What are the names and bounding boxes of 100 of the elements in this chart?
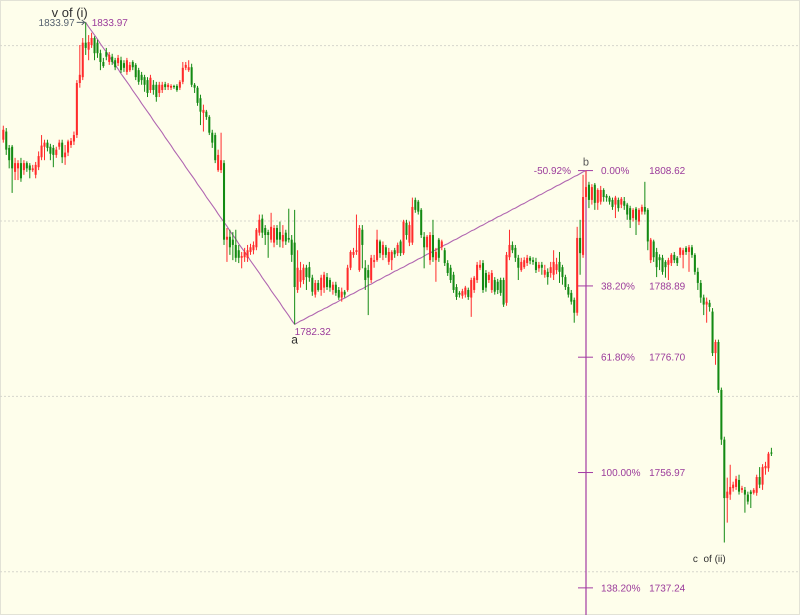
candlestick: [20, 157, 22, 182]
candlestick: [16, 160, 20, 181]
candlestick: [282, 224, 284, 248]
candlestick: [84, 22, 87, 56]
candlestick: [738, 474, 740, 496]
candlestick: [276, 224, 278, 246]
candlestick: [756, 474, 758, 496]
candlestick: [538, 261, 540, 272]
candlestick: [596, 188, 599, 210]
candlestick: [758, 466, 761, 489]
candlestick: [334, 281, 337, 296]
annotation: 0.00%: [600, 166, 630, 178]
candlestick: [317, 280, 320, 292]
candlestick: [234, 229, 237, 262]
candlestick: [673, 251, 676, 264]
candlestick: [146, 76, 149, 98]
candlestick: [494, 276, 496, 296]
candlestick: [267, 229, 270, 258]
y-tick-label: 1808.62: [649, 166, 686, 178]
candlestick: [382, 240, 384, 261]
annotation: b: [582, 156, 590, 168]
candlestick: [390, 250, 393, 271]
candlestick: [61, 139, 64, 164]
annotation: 38.20%: [600, 281, 636, 292]
candlestick: [340, 287, 343, 302]
candlestick: [414, 197, 416, 214]
candlestick: [302, 264, 305, 285]
candlestick: [384, 244, 387, 258]
annotation: v of (i): [52, 4, 88, 20]
candlestick: [405, 219, 408, 240]
candlestick: [400, 239, 402, 257]
candlestick: [676, 256, 678, 266]
candlestick: [629, 205, 632, 228]
candlestick: [440, 239, 443, 251]
candlestick: [240, 251, 243, 269]
candlestick: [767, 451, 770, 472]
candlestick: [661, 254, 664, 276]
candlestick: [117, 54, 120, 67]
candlestick: [614, 195, 616, 219]
candlestick: [300, 261, 302, 288]
candlestick: [714, 339, 717, 366]
candlestick: [152, 80, 154, 96]
y-tick-label: 1756.97: [649, 468, 686, 480]
candlestick: [396, 242, 399, 257]
candlestick: [617, 197, 620, 212]
candlestick: [526, 254, 528, 266]
candlestick: [470, 277, 472, 318]
candlestick: [434, 247, 437, 282]
annotation: 61.80%: [600, 352, 636, 364]
candlestick: [246, 244, 249, 262]
candlestick: [611, 197, 614, 210]
candlestick: [122, 60, 125, 72]
candlestick: [594, 182, 596, 210]
candlestick: [638, 208, 640, 226]
candlestick: [602, 188, 605, 202]
candlestick: [664, 260, 666, 278]
candlestick: [367, 264, 370, 316]
candlestick: [94, 36, 96, 61]
candlestick: [28, 162, 31, 179]
candlestick: [14, 157, 16, 181]
candlestick: [270, 212, 272, 244]
candlestick: [114, 57, 116, 71]
candlestick: [750, 489, 752, 509]
candlestick: [534, 257, 537, 274]
candlestick: [546, 268, 549, 286]
candlestick: [579, 219, 582, 276]
candlestick: [220, 132, 222, 174]
candlestick: [464, 285, 466, 298]
candlestick: [682, 247, 684, 269]
candlestick: [305, 264, 308, 290]
candlestick: [490, 270, 493, 294]
candlestick: [314, 280, 316, 298]
candlestick: [323, 271, 326, 294]
candlestick: [735, 475, 738, 490]
annotation: 138.20%: [600, 583, 641, 594]
candlestick: [467, 287, 470, 300]
candlestick: [155, 81, 158, 102]
candlestick: [105, 47, 108, 61]
candlestick: [558, 251, 561, 284]
candlestick: [588, 181, 590, 209]
annotation: -50.92%: [534, 166, 572, 178]
candlestick: [688, 244, 690, 272]
candlestick: [370, 254, 372, 284]
candlestick: [544, 264, 546, 278]
candlestick: [126, 57, 128, 76]
annotation: 100.00%: [600, 468, 641, 480]
candlestick: [11, 144, 14, 194]
y-tick-label: 1737.24: [649, 583, 686, 594]
candlestick: [658, 254, 661, 271]
y-tick-label: 1788.89: [649, 281, 686, 292]
candlestick: [708, 299, 711, 312]
candlestick: [590, 184, 593, 206]
candlestick: [432, 219, 434, 262]
candlestick: [461, 288, 464, 300]
candlestick: [520, 257, 522, 272]
candlestick: [328, 277, 331, 292]
candlestick: [706, 297, 708, 324]
candlestick: [394, 247, 396, 258]
candlestick: [552, 250, 555, 281]
annotation: 1833.97: [38, 18, 76, 29]
